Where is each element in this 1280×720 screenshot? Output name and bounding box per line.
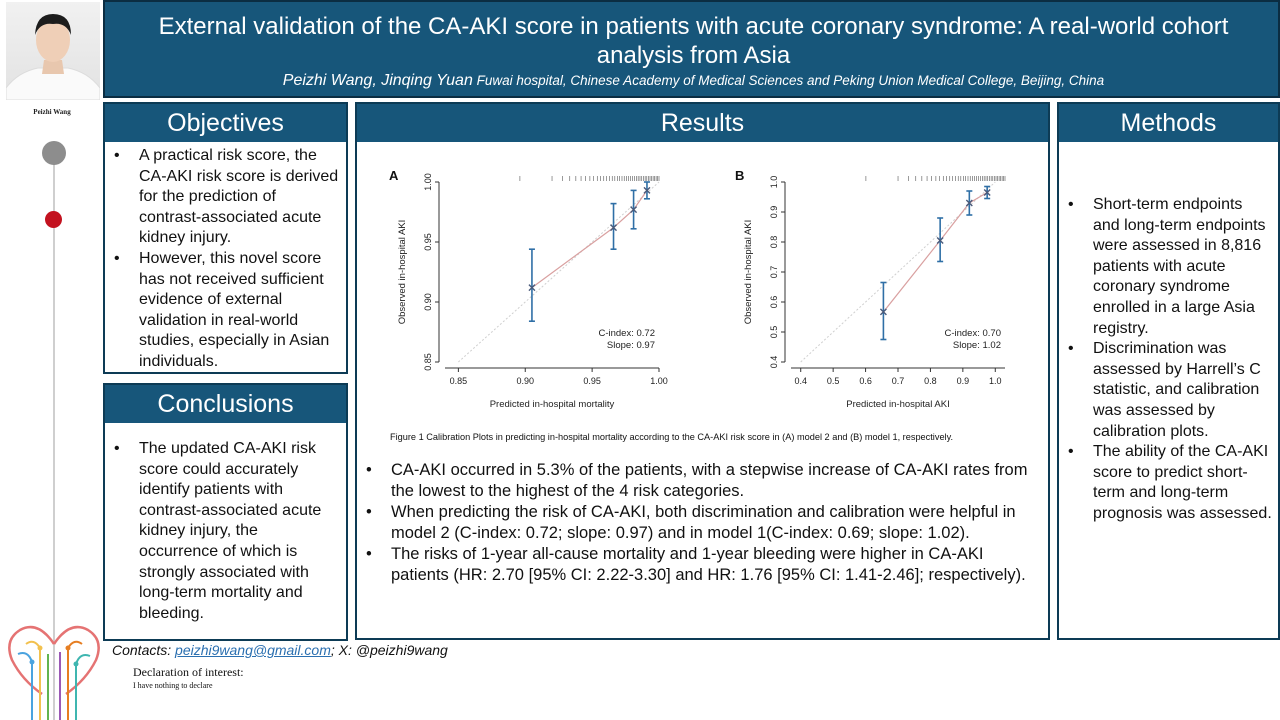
objectives-panel: Objectives A practical risk score, the C… bbox=[103, 102, 348, 374]
left-sidebar: Peizhi Wang bbox=[0, 0, 104, 720]
contact-email-link[interactable]: peizhi9wang@gmail.com bbox=[175, 642, 331, 658]
chart-annotation: Slope: 1.02 bbox=[953, 340, 1001, 351]
declaration-heading: Declaration of interest: bbox=[133, 665, 244, 679]
y-tick-label: 1.0 bbox=[769, 176, 779, 189]
x-axis-title: Predicted in-hospital AKI bbox=[846, 399, 950, 410]
chart-annotation: Slope: 0.97 bbox=[607, 340, 655, 351]
y-tick-label: 0.9 bbox=[769, 206, 779, 219]
x-tick-label: 0.95 bbox=[583, 376, 601, 386]
y-tick-label: 0.8 bbox=[769, 236, 779, 249]
timeline-line bbox=[53, 150, 55, 720]
timeline-dot-grey bbox=[42, 141, 66, 165]
declaration-text: I have nothing to declare bbox=[133, 681, 213, 690]
x-tick-label: 1.00 bbox=[650, 376, 668, 386]
objectives-bullet: A practical risk score, the CA-AKI risk … bbox=[105, 146, 340, 249]
contacts-separator: ; bbox=[330, 642, 335, 658]
y-tick-label: 1.00 bbox=[423, 173, 433, 191]
contact-social-handle: X: @peizhi9wang bbox=[338, 642, 448, 658]
x-axis-title: Predicted in-hospital mortality bbox=[490, 399, 615, 410]
x-tick-label: 0.6 bbox=[859, 376, 872, 386]
ideal-reference-line bbox=[458, 181, 660, 363]
conclusions-heading: Conclusions bbox=[105, 385, 346, 423]
y-axis-title: Observed in-hospital AKI bbox=[743, 220, 754, 325]
chart-annotation: C-index: 0.70 bbox=[944, 328, 1001, 339]
data-point bbox=[983, 189, 991, 196]
results-heading: Results bbox=[357, 104, 1048, 142]
figure-caption: Figure 1 Calibration Plots in predicting… bbox=[390, 432, 954, 442]
title-banner: External validation of the CA-AKI score … bbox=[103, 0, 1280, 98]
contacts-label: Contacts: bbox=[112, 642, 172, 658]
data-point bbox=[643, 186, 651, 194]
x-tick-label: 0.7 bbox=[892, 376, 905, 386]
data-point bbox=[610, 224, 618, 232]
data-point bbox=[630, 206, 638, 214]
data-point bbox=[965, 199, 973, 207]
x-tick-label: 0.5 bbox=[827, 376, 840, 386]
results-list: CA-AKI occurred in 5.3% of the patients,… bbox=[357, 460, 1037, 586]
x-tick-label: 0.8 bbox=[924, 376, 937, 386]
contacts-line: Contacts: peizhi9wang@gmail.com; X: @pei… bbox=[112, 642, 448, 658]
methods-bullet: Discrimination was assessed by Harrell’s… bbox=[1059, 339, 1272, 442]
y-tick-label: 0.90 bbox=[423, 293, 433, 311]
author-photo bbox=[6, 2, 100, 100]
panel-label: B bbox=[735, 168, 744, 183]
methods-list: Short-term endpoints and long-term endpo… bbox=[1059, 142, 1278, 525]
x-tick-label: 0.85 bbox=[450, 376, 468, 386]
data-point bbox=[936, 237, 944, 244]
conclusions-panel: Conclusions The updated CA-AKI risk scor… bbox=[103, 383, 348, 641]
circuit-heart-logo bbox=[8, 625, 100, 720]
calibration-plots: A 0.85 0.90 0.95 1.00 0.85 0.90 0.95 1.00 Predict… bbox=[389, 168, 1006, 410]
y-tick-label: 0.4 bbox=[769, 356, 779, 369]
y-axis-title: Observed in-hospital AKI bbox=[397, 220, 408, 325]
y-tick-label: 0.5 bbox=[769, 326, 779, 339]
timeline-dot-red bbox=[45, 211, 62, 228]
objectives-list: A practical risk score, the CA-AKI risk … bbox=[105, 142, 346, 373]
methods-panel: Methods Short-term endpoints and long-te… bbox=[1057, 102, 1280, 640]
objectives-heading: Objectives bbox=[105, 104, 346, 142]
methods-bullet: Short-term endpoints and long-term endpo… bbox=[1059, 195, 1272, 339]
x-tick-label: 0.9 bbox=[957, 376, 970, 386]
x-tick-label: 0.90 bbox=[516, 376, 534, 386]
results-bullet: The risks of 1-year all-cause mortality … bbox=[357, 544, 1037, 586]
author-names: Peizhi Wang, Jinqing Yuan bbox=[282, 72, 473, 89]
calibration-fit-line bbox=[882, 191, 988, 313]
results-panel: Results A 0.85 0.90 0.95 1.00 0.85 0.90 0.95 1.0… bbox=[355, 102, 1050, 640]
results-bullet: When predicting the risk of CA-AKI, both… bbox=[357, 502, 1037, 544]
author-photo-caption: Peizhi Wang bbox=[33, 108, 71, 116]
data-point bbox=[528, 284, 536, 292]
poster-title: External validation of the CA-AKI score … bbox=[158, 13, 1229, 69]
y-tick-label: 0.6 bbox=[769, 296, 779, 309]
author-portrait-image bbox=[6, 14, 100, 100]
results-bullet: CA-AKI occurred in 5.3% of the patients,… bbox=[357, 460, 1037, 502]
y-tick-label: 0.7 bbox=[769, 266, 779, 279]
objectives-bullet: However, this novel score has not receiv… bbox=[105, 249, 340, 373]
chart-annotation: C-index: 0.72 bbox=[598, 328, 655, 339]
conclusions-bullet: The updated CA-AKI risk score could accu… bbox=[105, 439, 340, 624]
author-line: Peizhi Wang, Jinqing Yuan Fuwai hospital… bbox=[125, 72, 1262, 90]
methods-heading: Methods bbox=[1059, 104, 1278, 142]
panel-label: A bbox=[389, 168, 399, 183]
author-affiliation: Fuwai hospital, Chinese Academy of Medic… bbox=[476, 73, 1105, 88]
data-point bbox=[879, 308, 887, 316]
y-tick-label: 0.85 bbox=[423, 353, 433, 371]
methods-bullet: The ability of the CA-AKI score to predi… bbox=[1059, 442, 1272, 524]
x-tick-label: 1.0 bbox=[989, 376, 1002, 386]
calibration-fit-line bbox=[531, 190, 648, 289]
y-tick-label: 0.95 bbox=[423, 233, 433, 251]
conclusions-list: The updated CA-AKI risk score could accu… bbox=[105, 423, 346, 624]
x-tick-label: 0.4 bbox=[794, 376, 807, 386]
